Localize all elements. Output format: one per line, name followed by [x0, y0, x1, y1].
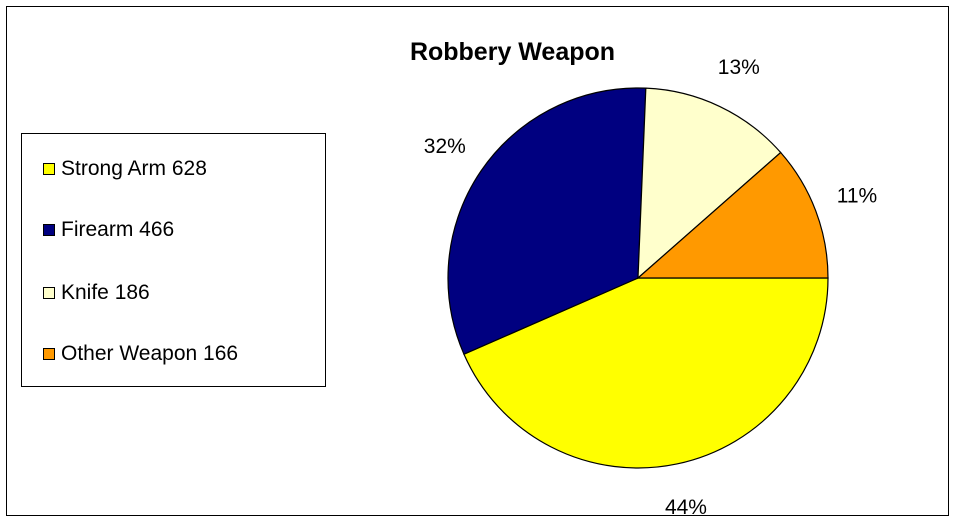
chart-title: Robbery Weapon: [409, 38, 616, 66]
pie-slice-strong-arm: [463, 277, 829, 469]
pie-slice-firearm: [447, 87, 647, 356]
pie-chart: 44% 32% 13% 11%: [424, 56, 877, 516]
pie-slice-knife: [637, 87, 782, 280]
legend-swatch-other-weapon: [43, 348, 55, 360]
legend: Strong Arm 628 Firearm 466 Knife 186 Oth…: [21, 133, 326, 387]
pie-label-strong-arm: 44%: [665, 496, 707, 516]
legend-swatch-strong-arm: [43, 163, 55, 175]
legend-swatch-firearm: [43, 224, 55, 236]
pie-label-knife: 13%: [718, 56, 760, 79]
legend-item-other-weapon: Other Weapon 166: [43, 341, 238, 367]
legend-label-strong-arm: Strong Arm 628: [61, 157, 207, 180]
pie-label-firearm: 32%: [424, 135, 466, 158]
legend-label-knife: Knife 186: [61, 281, 150, 304]
legend-item-knife: Knife 186: [43, 280, 150, 306]
legend-item-firearm: Firearm 466: [43, 217, 174, 243]
pie-label-other-weapon: 11%: [837, 184, 877, 207]
legend-label-other-weapon: Other Weapon 166: [61, 342, 239, 365]
pie-slice-other-weapon: [636, 151, 829, 279]
legend-swatch-knife: [43, 287, 55, 299]
legend-item-strong-arm: Strong Arm 628: [43, 156, 207, 182]
legend-label-firearm: Firearm 466: [61, 218, 175, 241]
